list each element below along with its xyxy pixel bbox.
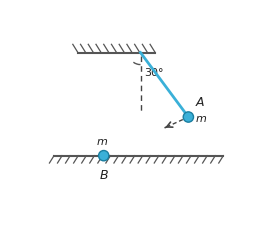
Text: m: m <box>196 114 207 124</box>
Text: m: m <box>96 137 107 147</box>
Text: A: A <box>196 96 204 109</box>
Text: 30°: 30° <box>144 68 164 78</box>
Circle shape <box>99 151 109 161</box>
Circle shape <box>183 112 194 122</box>
Text: B: B <box>99 169 108 182</box>
